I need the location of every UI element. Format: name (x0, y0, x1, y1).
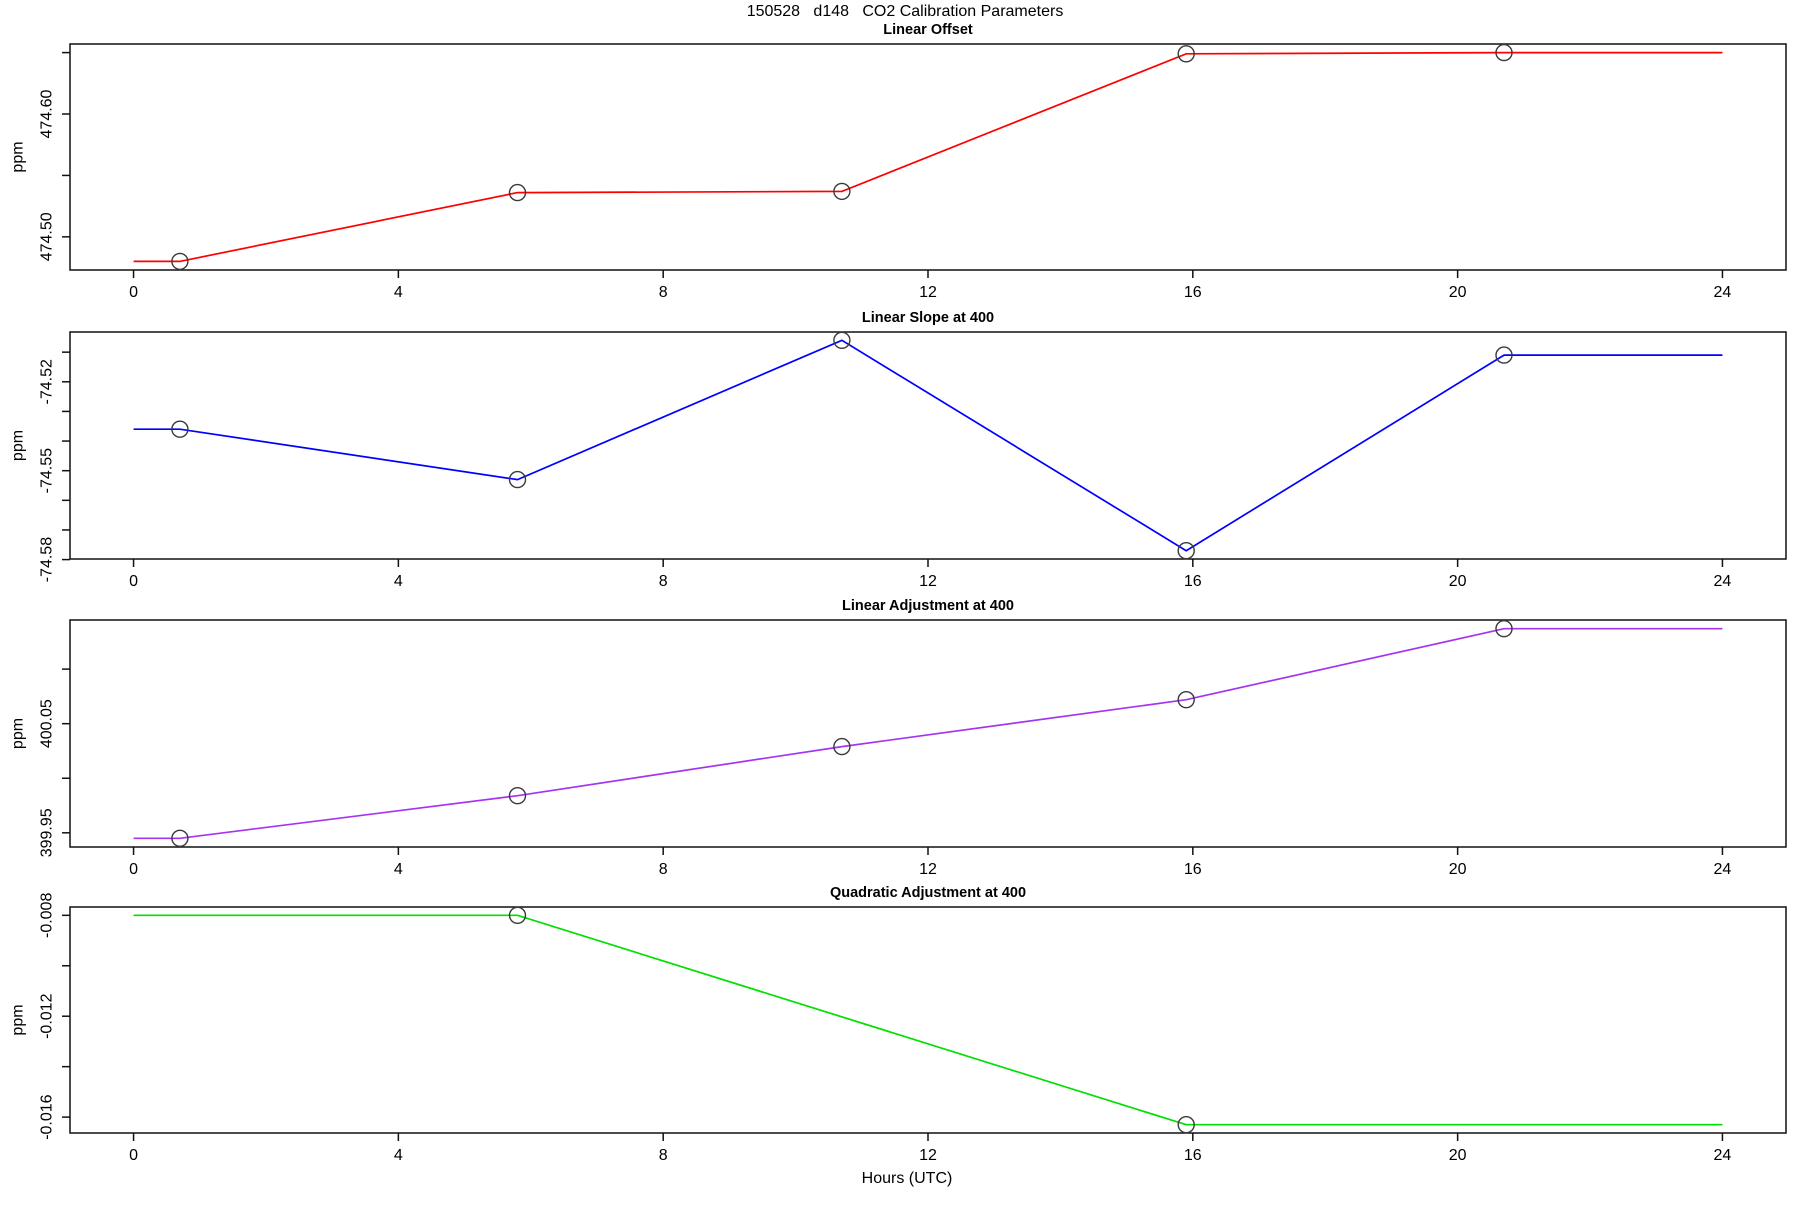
x-tick-label: 16 (1184, 861, 1202, 878)
x-tick-label: 8 (659, 1147, 668, 1164)
x-tick-label: 8 (659, 573, 668, 590)
page-title: 150528 d148 CO2 Calibration Parameters (746, 3, 1064, 20)
panel-title: Quadratic Adjustment at 400 (830, 885, 1026, 901)
y-tick-label: -0.016 (39, 1094, 56, 1139)
x-tick-label: 4 (394, 1147, 403, 1164)
series-line (133, 914, 1723, 1126)
plot-box (69, 331, 1787, 560)
x-tick-label: 20 (1449, 284, 1467, 301)
x-tick-label: 8 (659, 284, 668, 301)
y-axis-label: ppm (10, 141, 27, 172)
x-tick-label: 16 (1184, 573, 1202, 590)
y-axis-label: ppm (10, 718, 27, 749)
panel-title: Linear Offset (883, 22, 973, 38)
x-tick-label: 0 (129, 1147, 138, 1164)
x-tick-label: 16 (1184, 1147, 1202, 1164)
data-point (171, 252, 189, 271)
y-tick-label: -74.52 (39, 359, 56, 404)
panel-title: Linear Slope at 400 (862, 310, 994, 326)
x-tick-label: 0 (129, 573, 138, 590)
series-line (133, 339, 1723, 552)
x-tick-label: 8 (659, 861, 668, 878)
x-tick-label: 12 (919, 573, 937, 590)
data-point (508, 906, 527, 924)
data-point (1177, 542, 1195, 560)
panel-title: Linear Adjustment at 400 (842, 598, 1014, 614)
plot-box (69, 619, 1787, 848)
x-tick-label: 24 (1714, 284, 1732, 301)
panel-linear-offset: Linear Offset 0 4 8 12 16 20 24 474.60 474.50 ppm (10, 22, 1787, 301)
y-tick-label: 474.60 (39, 89, 56, 138)
data-point (1495, 43, 1513, 62)
x-tick-label: 0 (129, 284, 138, 301)
x-tick-label: 12 (919, 284, 937, 301)
y-tick-label: -0.012 (39, 993, 56, 1038)
data-point (1495, 620, 1513, 638)
x-tick-label: 0 (129, 861, 138, 878)
y-axis-label: ppm (10, 430, 27, 461)
data-point (833, 331, 851, 349)
x-tick-label: 20 (1449, 573, 1467, 590)
y-tick-label: 399.95 (39, 808, 56, 857)
y-axis-label: ppm (10, 1004, 27, 1035)
data-point (508, 787, 527, 805)
panel-linear-adjustment-at-400: Linear Adjustment at 400 0 4 8 12 16 20 24 400.0… (10, 598, 1787, 878)
x-tick-label: 20 (1449, 861, 1467, 878)
series-line (133, 51, 1723, 263)
plot-box (69, 906, 1787, 1134)
x-tick-label: 4 (394, 284, 403, 301)
data-point (171, 420, 189, 438)
panel-linear-slope-at-400: Linear Slope at 400 0 4 8 12 16 20 24 -74.52 -74.… (10, 310, 1787, 590)
panel-quadratic-adjustment-at-400: Quadratic Adjustment at 400 0 4 8 12 16 20 24 -0… (10, 885, 1787, 1164)
x-tick-label: 4 (394, 573, 403, 590)
data-point (833, 182, 851, 201)
x-tick-label: 24 (1714, 573, 1732, 590)
x-tick-label: 12 (919, 1147, 937, 1164)
x-tick-label: 16 (1184, 284, 1202, 301)
y-tick-label: 474.50 (39, 212, 56, 261)
series-line (133, 627, 1723, 840)
data-point (1177, 45, 1195, 63)
data-point (833, 737, 851, 756)
data-point (1177, 691, 1195, 709)
y-tick-label: -0.008 (39, 893, 56, 938)
data-point (508, 470, 527, 489)
y-tick-label: -74.58 (39, 537, 56, 582)
data-point (1177, 1115, 1195, 1134)
data-point (171, 829, 189, 847)
y-tick-label: -74.55 (39, 448, 56, 493)
data-point (1495, 346, 1513, 364)
x-tick-label: 4 (394, 861, 403, 878)
y-tick-label: 400.05 (39, 699, 56, 748)
data-point (508, 183, 527, 202)
x-tick-label: 24 (1714, 861, 1732, 878)
x-axis-title: Hours (UTC) (861, 1170, 953, 1187)
x-tick-label: 24 (1714, 1147, 1732, 1164)
x-tick-label: 12 (919, 861, 937, 878)
x-tick-label: 20 (1449, 1147, 1467, 1164)
